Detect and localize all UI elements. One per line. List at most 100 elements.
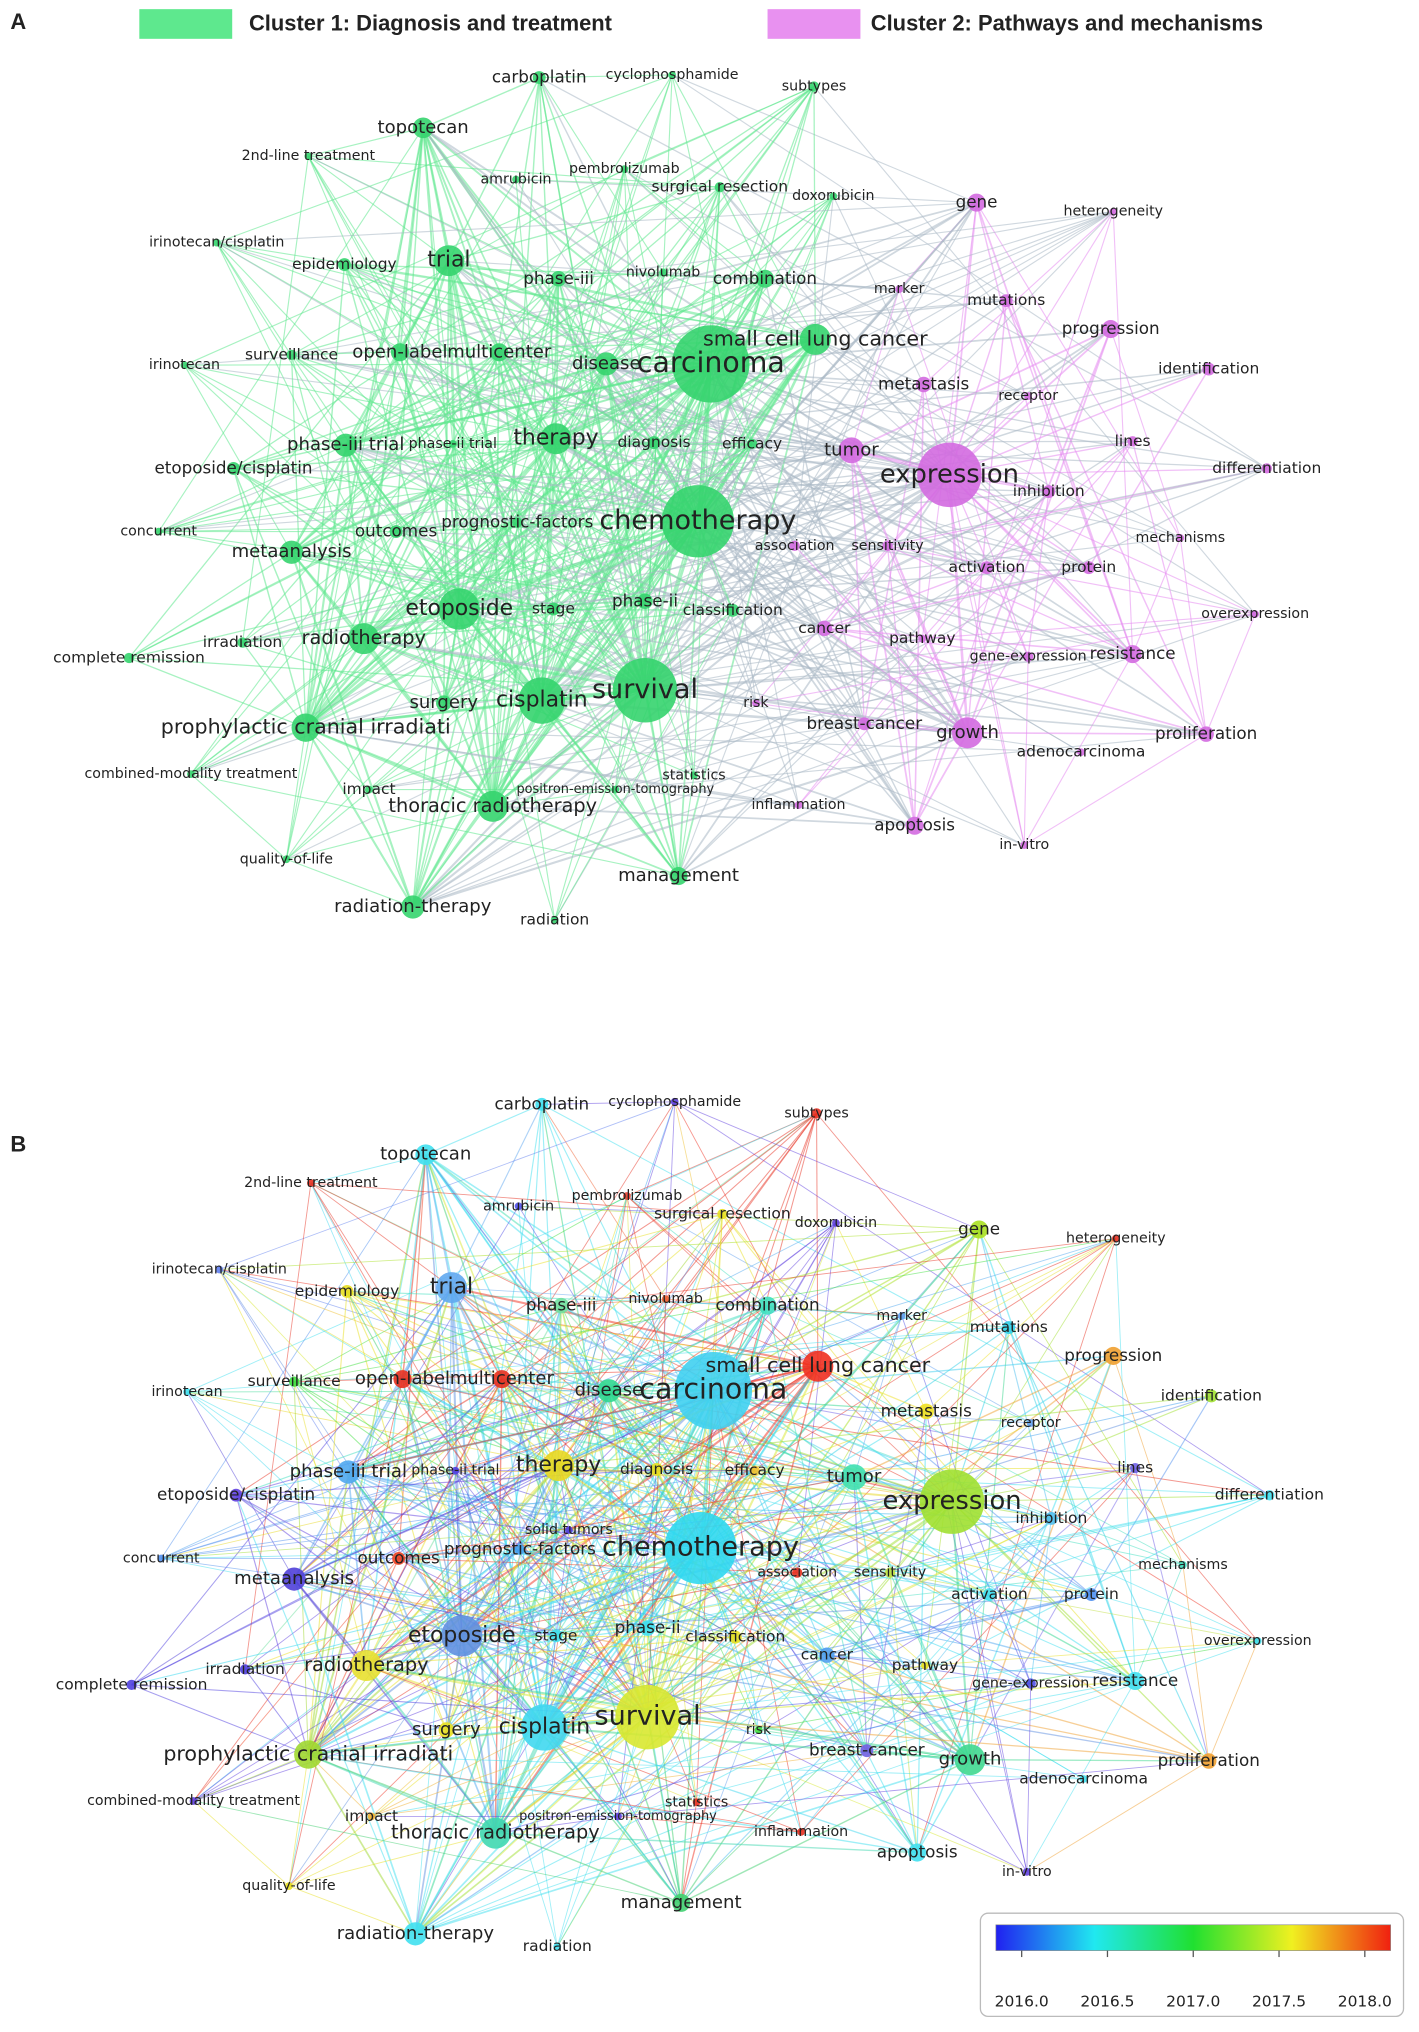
edge: [291, 362, 712, 554]
edge: [244, 1182, 312, 1670]
node-label: pembrolizumab: [569, 161, 680, 177]
node-label: classification: [683, 601, 783, 619]
node-label: resistance: [1090, 643, 1176, 663]
edge: [304, 127, 425, 728]
edge: [700, 1517, 1052, 1549]
edge: [304, 260, 451, 729]
node-label: inhibition: [1015, 1509, 1087, 1527]
edge: [644, 689, 1207, 735]
edge: [310, 1182, 545, 1728]
node: [229, 1488, 243, 1502]
edge: [459, 608, 1207, 735]
edge: [700, 1547, 1092, 1596]
edge: [515, 178, 977, 204]
edge: [366, 1664, 545, 1729]
edge: [697, 490, 1049, 523]
edge: [671, 74, 977, 204]
edge: [161, 1501, 953, 1559]
edge: [558, 1465, 891, 1574]
edge: [713, 1228, 980, 1392]
edge: [190, 727, 306, 775]
edge: [412, 627, 825, 908]
edge: [541, 449, 853, 702]
node-label: classification: [685, 1628, 785, 1646]
edge: [308, 127, 424, 157]
edge: [697, 520, 1089, 569]
edge: [395, 531, 1025, 846]
edge: [161, 1465, 559, 1559]
node: [451, 1466, 460, 1475]
edge: [656, 1467, 1136, 1470]
edge: [158, 363, 711, 533]
edge: [922, 613, 1256, 640]
node: [433, 245, 465, 277]
edge: [754, 1470, 855, 1478]
edge: [951, 1501, 1258, 1642]
edge: [343, 264, 494, 807]
edge: [186, 1391, 648, 1629]
node: [157, 1554, 166, 1563]
node-label: irinotecan/cisplatin: [152, 1261, 287, 1277]
node-label: mutations: [970, 1318, 1048, 1336]
node-label: identification: [1158, 360, 1259, 378]
edge: [978, 1229, 1052, 1519]
edge: [494, 1465, 560, 1834]
edge: [541, 1103, 1270, 1496]
node: [758, 1296, 777, 1315]
edge: [425, 1154, 855, 1478]
node-label: differentiation: [1215, 1486, 1324, 1504]
edge: [544, 1726, 918, 1854]
edge: [450, 1287, 546, 1728]
edge: [425, 1103, 543, 1156]
edge: [286, 805, 493, 860]
legend-label: Cluster 1: Diagnosis and treatment: [249, 10, 613, 35]
node: [336, 1460, 360, 1484]
edge: [617, 1760, 1209, 1817]
node: [334, 433, 358, 457]
edge: [948, 211, 1114, 476]
edge: [461, 1635, 1209, 1762]
edge: [305, 727, 1082, 753]
edge: [363, 638, 799, 806]
node-label: radiation: [523, 1937, 592, 1955]
edge: [924, 1594, 990, 1666]
node: [639, 1620, 656, 1636]
edge: [216, 242, 460, 610]
node: [918, 634, 927, 643]
node: [1198, 726, 1214, 742]
edge: [501, 1298, 666, 1380]
edge: [242, 537, 1181, 644]
edge: [131, 1684, 648, 1718]
legend-label: Cluster 2: Pathways and mechanisms: [871, 10, 1263, 35]
node-label: mutations: [967, 291, 1045, 309]
edge: [1023, 733, 1207, 846]
edge: [615, 733, 1207, 791]
edge: [461, 1395, 1212, 1637]
edge: [835, 1222, 927, 1412]
edge: [680, 1390, 715, 1903]
legend-swatch: [139, 9, 233, 39]
node: [792, 1567, 803, 1578]
edge: [924, 1665, 971, 1760]
node-label: epidemiology: [292, 255, 397, 273]
edge: [555, 438, 1267, 470]
edge: [398, 1557, 828, 1656]
node-label: prognostic-factors: [441, 512, 593, 532]
node: [479, 1817, 511, 1849]
edge: [454, 1470, 463, 1636]
edge: [131, 1684, 309, 1756]
node: [612, 658, 678, 723]
edge: [555, 1572, 891, 1637]
node: [543, 1450, 575, 1482]
edge: [288, 1832, 496, 1887]
edge: [817, 1238, 1117, 1367]
node-label: outcomes: [357, 1547, 439, 1567]
node-label: in-vitro: [999, 837, 1049, 853]
node: [611, 785, 620, 794]
node-label: combined-modality treatment: [85, 766, 298, 782]
edge: [498, 351, 557, 440]
node-label: marker: [874, 281, 925, 297]
edge: [447, 260, 495, 807]
node-label: phase-iii: [523, 268, 594, 288]
